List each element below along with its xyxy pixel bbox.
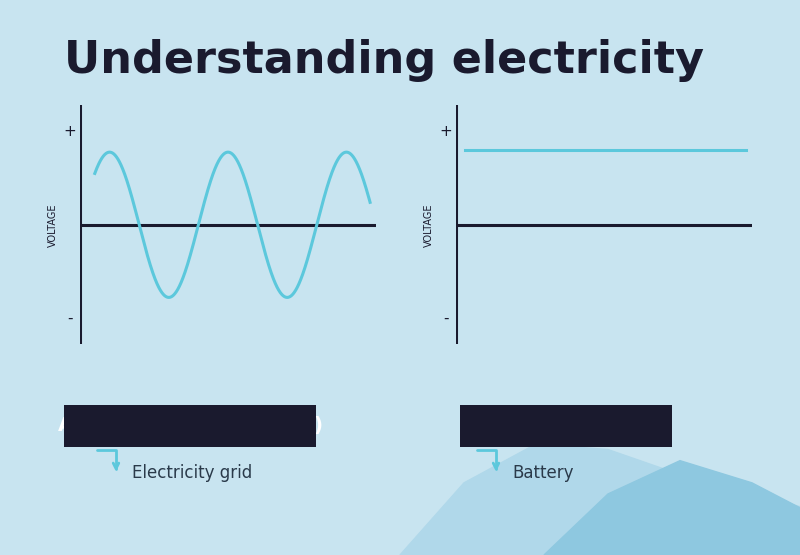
Text: +: + (63, 124, 76, 139)
Text: DC (direct current): DC (direct current) (462, 416, 670, 436)
Text: -: - (443, 311, 448, 326)
Text: Understanding electricity: Understanding electricity (64, 39, 704, 82)
Text: -: - (67, 311, 72, 326)
Polygon shape (544, 461, 800, 555)
Text: Battery: Battery (512, 464, 574, 482)
Text: AC (alternating current): AC (alternating current) (58, 416, 322, 436)
Polygon shape (400, 444, 800, 555)
Text: +: + (439, 124, 452, 139)
Text: Electricity grid: Electricity grid (132, 464, 252, 482)
Text: VOLTAGE: VOLTAGE (48, 203, 58, 246)
Text: VOLTAGE: VOLTAGE (424, 203, 434, 246)
